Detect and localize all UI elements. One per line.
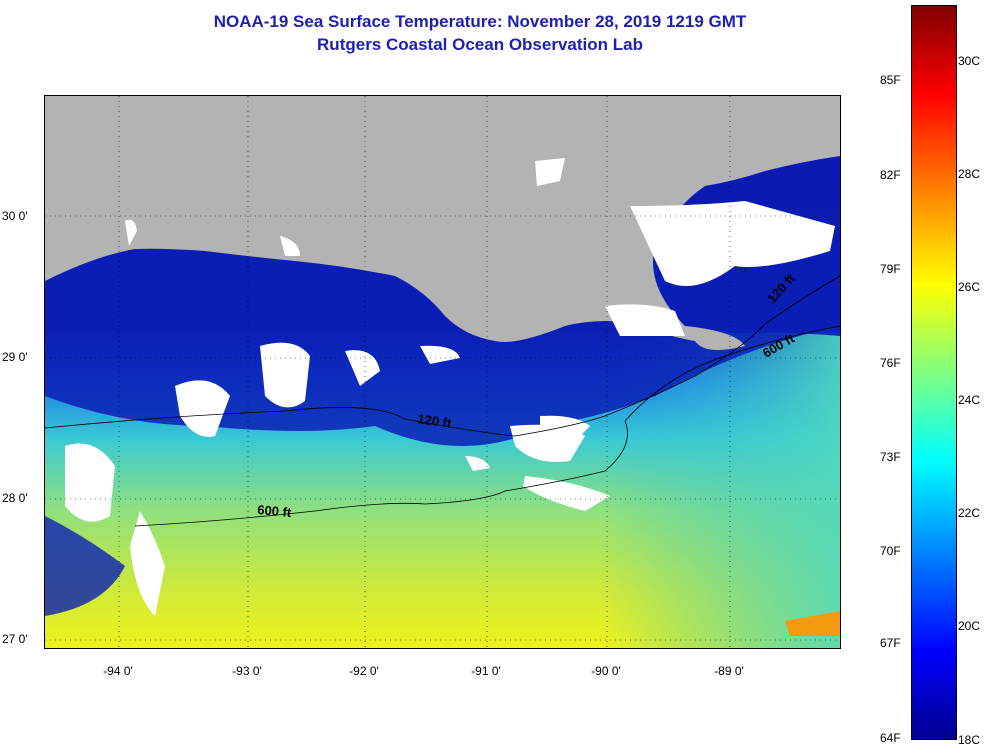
colorbar-f-85: 85F [880, 73, 901, 87]
map-title: NOAA-19 Sea Surface Temperature: Novembe… [213, 12, 747, 31]
contour-label-600ft-west: 600 ft [257, 502, 293, 520]
colorbar-f-79: 79F [880, 262, 901, 276]
cold-plume-west [45, 516, 125, 616]
colorbar-f-73: 73F [880, 450, 901, 464]
lon-label-94: -94 0' [103, 664, 133, 678]
lon-label-93: -93 0' [232, 664, 262, 678]
lat-label-30: 30 0' [2, 209, 28, 223]
colorbar-c-18: 18C [958, 733, 981, 747]
map-subtitle: Rutgers Coastal Ocean Observation Lab [317, 35, 643, 54]
lon-label-92: -92 0' [349, 664, 379, 678]
colorbar-f-67: 67F [880, 636, 901, 650]
graticule [45, 96, 840, 648]
contour-120ft [45, 275, 840, 437]
sst-map-panel: 120 ft 600 ft 120 ft 600 ft [44, 95, 841, 649]
colorbar-c-24: 24C [958, 393, 981, 407]
lat-label-29: 29 0' [2, 350, 28, 364]
colorbar-f-64: 64F [880, 731, 901, 745]
colorbar-c-28: 28C [958, 167, 981, 181]
cloud-cover [65, 158, 835, 616]
colorbar-c-22: 22C [958, 506, 981, 520]
sst-map: 120 ft 600 ft 120 ft 600 ft [45, 96, 840, 648]
lon-label-89: -89 0' [714, 664, 744, 678]
lat-label-28: 28 0' [2, 491, 28, 505]
colorbar-f-82: 82F [880, 168, 901, 182]
lat-label-27: 27 0' [2, 632, 28, 646]
colorbar-c-20: 20C [958, 619, 981, 633]
contour-600ft [134, 325, 840, 527]
lon-label-90: -90 0' [591, 664, 621, 678]
warm-eddy-south [785, 611, 840, 636]
land-mass [45, 96, 840, 350]
colorbar-c-26: 26C [958, 280, 981, 294]
colorbar-f-70: 70F [880, 544, 901, 558]
temperature-colorbar [911, 5, 957, 740]
contour-label-120ft-west: 120 ft [417, 411, 453, 431]
offshore-warm-water-east [605, 332, 840, 648]
colorbar-f-76: 76F [880, 356, 901, 370]
lon-label-91: -91 0' [471, 664, 501, 678]
colorbar-c-30: 30C [958, 54, 981, 68]
